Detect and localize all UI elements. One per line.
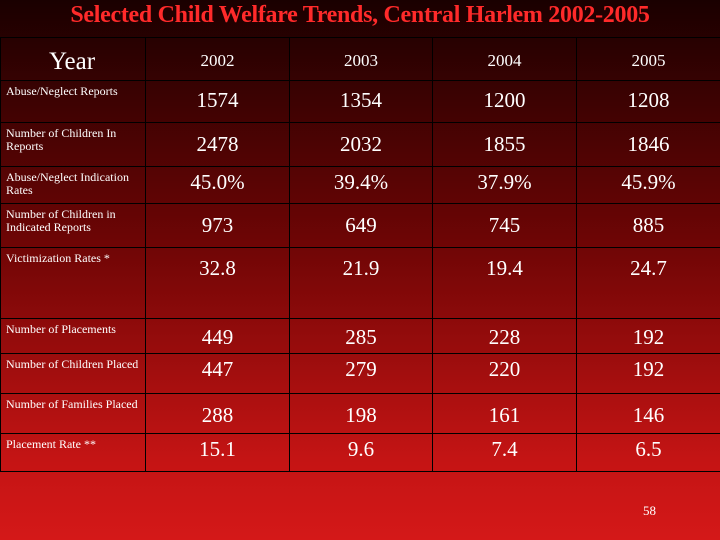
table-cell: 973 [145,203,290,248]
table-cell: 6.5 [576,433,720,472]
table-cell: 45.9% [576,166,720,204]
table-cell: 32.8 [145,247,290,319]
row-label: Number of Children In Reports [0,122,146,167]
table-cell: 39.4% [289,166,433,204]
row-label: Number of Children Placed [0,353,146,394]
table-row: Number of Children Placed 447 279 220 19… [0,353,720,394]
table-cell: 279 [289,353,433,394]
table-cell: 220 [432,353,577,394]
table-cell: 37.9% [432,166,577,204]
child-welfare-table: Year 2002 2003 2004 2005 Abuse/Neglect R… [0,37,720,472]
row-label: Number of Children in Indicated Reports [0,203,146,248]
slide-title: Selected Child Welfare Trends, Central H… [70,2,650,28]
row-label: Number of Families Placed [0,393,146,434]
table-row: Number of Children in Indicated Reports … [0,203,720,248]
table-cell: 745 [432,203,577,248]
table-cell: 228 [432,318,577,354]
row-label: Victimization Rates * [0,247,146,319]
year-2004: 2004 [432,37,577,81]
year-2003: 2003 [289,37,433,81]
table-row: Abuse/Neglect Indication Rates 45.0% 39.… [0,166,720,204]
table-cell: 885 [576,203,720,248]
table-cell: 288 [145,393,290,434]
table-cell: 24.7 [576,247,720,319]
table-row: Number of Children In Reports 2478 2032 … [0,122,720,167]
row-label: Placement Rate ** [0,433,146,472]
table-cell: 1354 [289,80,433,123]
table-cell: 192 [576,318,720,354]
table-cell: 1846 [576,122,720,167]
table-cell: 449 [145,318,290,354]
table-cell: 21.9 [289,247,433,319]
table-cell: 45.0% [145,166,290,204]
table-cell: 146 [576,393,720,434]
table-cell: 15.1 [145,433,290,472]
row-label: Abuse/Neglect Indication Rates [0,166,146,204]
year-2005: 2005 [576,37,720,81]
table-cell: 161 [432,393,577,434]
page-number: 58 [643,503,656,518]
table-cell: 2478 [145,122,290,167]
table-row: Number of Families Placed 288 198 161 14… [0,393,720,434]
table-cell: 1574 [145,80,290,123]
table-cell: 7.4 [432,433,577,472]
table-cell: 19.4 [432,247,577,319]
table-row: Victimization Rates * 32.8 21.9 19.4 24.… [0,247,720,319]
table-cell: 649 [289,203,433,248]
row-label: Number of Placements [0,318,146,354]
table-cell: 447 [145,353,290,394]
table-row: Placement Rate ** 15.1 9.6 7.4 6.5 [0,433,720,472]
table-cell: 1208 [576,80,720,123]
table-row: Abuse/Neglect Reports 1574 1354 1200 120… [0,80,720,123]
table-cell: 285 [289,318,433,354]
table-header-row: Year 2002 2003 2004 2005 [0,37,720,81]
table-cell: 198 [289,393,433,434]
table-cell: 9.6 [289,433,433,472]
table-row: Number of Placements 449 285 228 192 [0,318,720,354]
row-label: Abuse/Neglect Reports [0,80,146,123]
table-cell: 1855 [432,122,577,167]
year-2002: 2002 [145,37,290,81]
year-header: Year [0,37,146,81]
table-cell: 1200 [432,80,577,123]
table-cell: 192 [576,353,720,394]
table-cell: 2032 [289,122,433,167]
